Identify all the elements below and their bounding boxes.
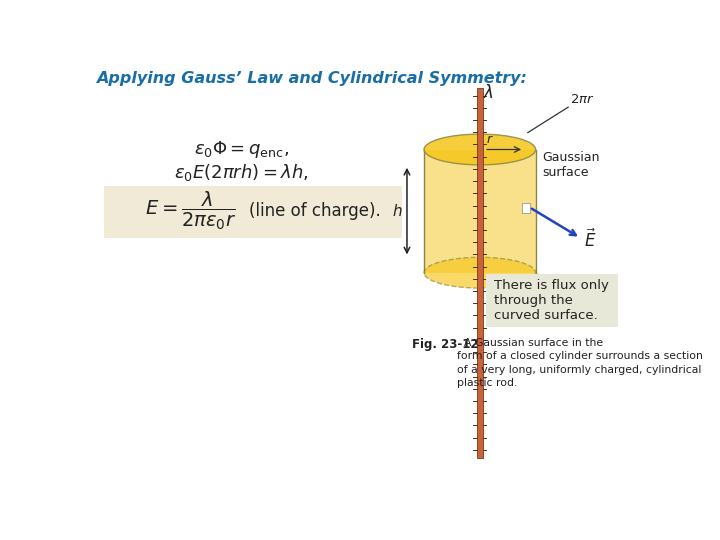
Text: There is flux only
through the
curved surface.: There is flux only through the curved su… [495, 279, 609, 322]
Text: $\lambda$: $\lambda$ [483, 84, 494, 102]
Ellipse shape [424, 257, 536, 288]
Text: $\varepsilon_0 E(2\pi r h) = \lambda h,$: $\varepsilon_0 E(2\pi r h) = \lambda h,$ [174, 162, 309, 183]
Ellipse shape [424, 134, 536, 165]
Text: $r$: $r$ [487, 133, 494, 146]
Text: $\vec{E}$: $\vec{E}$ [584, 228, 596, 251]
Text: $\varepsilon_0\Phi = q_{\mathrm{enc}},$: $\varepsilon_0\Phi = q_{\mathrm{enc}},$ [194, 139, 289, 160]
Text: Gaussian
surface: Gaussian surface [542, 151, 599, 179]
Text: $h$: $h$ [392, 203, 403, 219]
Bar [522, 202, 530, 213]
Text: Fig. 23-12: Fig. 23-12 [412, 338, 478, 351]
Text: A Gaussian surface in the
form of a closed cylinder surrounds a section
of a ver: A Gaussian surface in the form of a clos… [456, 338, 703, 388]
FancyBboxPatch shape [104, 186, 402, 238]
Bar [477, 88, 482, 457]
Text: $2\pi r$: $2\pi r$ [570, 93, 594, 106]
Text: $E = \dfrac{\lambda}{2\pi\varepsilon_0 r}$: $E = \dfrac{\lambda}{2\pi\varepsilon_0 r… [145, 190, 236, 232]
Polygon shape [424, 150, 536, 273]
Text: (line of charge).: (line of charge). [249, 202, 381, 220]
FancyBboxPatch shape [486, 274, 618, 327]
Text: Applying Gauss’ Law and Cylindrical Symmetry:: Applying Gauss’ Law and Cylindrical Symm… [96, 71, 527, 86]
